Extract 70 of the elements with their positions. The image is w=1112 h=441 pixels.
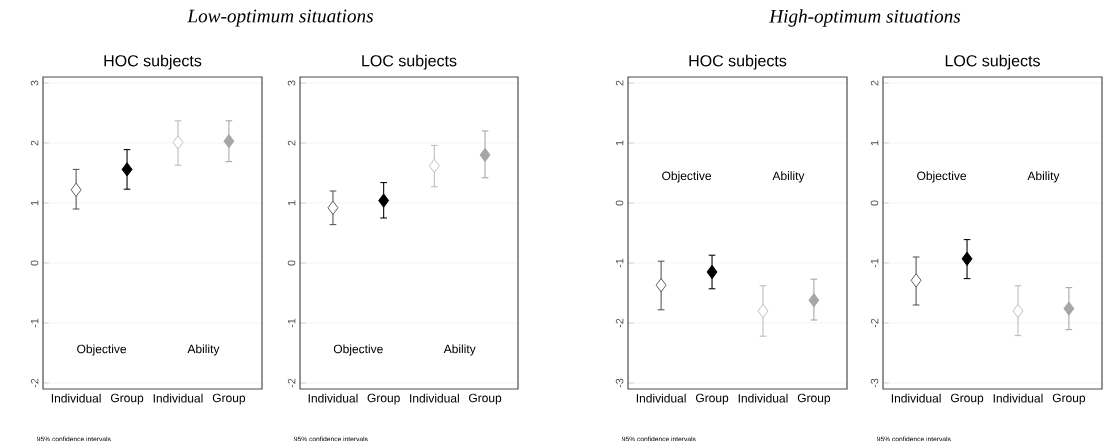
- y-tick-label: -1: [615, 258, 624, 268]
- annotation: Objective: [333, 344, 383, 356]
- point: [479, 147, 491, 163]
- y-tick-label: -2: [30, 378, 39, 388]
- annotation: Ability: [772, 171, 805, 183]
- chart-title: LOC subjects: [945, 54, 1040, 70]
- annotation: Ability: [187, 344, 220, 356]
- point: [428, 158, 440, 173]
- y-tick-label: -1: [30, 318, 39, 328]
- annotation: Ability: [443, 344, 476, 356]
- x-tick-label: Group: [797, 393, 831, 405]
- chart-subtitle: High-optimum situations: [769, 9, 961, 27]
- y-tick-label: -3: [870, 378, 879, 388]
- x-tick-label: Individual: [51, 393, 101, 403]
- x-tick-label: Group: [110, 393, 144, 405]
- x-tick-label: Individual: [410, 393, 459, 403]
- x-tick-label: Individual: [153, 393, 203, 403]
- y-tick-label: 0: [615, 200, 624, 206]
- annotation: Objective: [662, 171, 712, 183]
- y-tick-label: 1: [615, 140, 624, 146]
- y-tick-label: 3: [287, 80, 296, 86]
- point: [1012, 303, 1024, 319]
- point: [655, 278, 667, 293]
- y-tick-label: -2: [615, 318, 624, 328]
- point: [70, 182, 82, 197]
- y-tick-label: -2: [287, 378, 296, 388]
- y-tick-label: 1: [287, 200, 296, 206]
- x-tick-label: Group: [212, 393, 246, 405]
- point: [121, 162, 133, 177]
- point: [757, 303, 769, 319]
- point: [1063, 301, 1075, 316]
- y-tick-label: 2: [870, 80, 879, 86]
- point: [327, 200, 339, 215]
- point: [808, 293, 820, 308]
- y-tick-label: 3: [30, 80, 39, 86]
- x-tick-label: Group: [1052, 393, 1086, 405]
- x-tick-label: Individual: [738, 393, 788, 403]
- y-tick-label: 1: [30, 200, 39, 206]
- x-tick-label: Group: [468, 393, 502, 405]
- y-tick-label: -3: [615, 378, 624, 388]
- x-tick-label: Group: [950, 393, 984, 405]
- annotation: Objective: [77, 344, 127, 356]
- chart-title: LOC subjects: [362, 54, 457, 70]
- y-tick-label: 2: [615, 80, 624, 86]
- x-tick-label: Individual: [308, 393, 358, 403]
- y-tick-label: 0: [287, 260, 296, 266]
- point: [172, 135, 184, 150]
- chart-title: HOC subjects: [689, 54, 787, 70]
- annotation: Ability: [1027, 171, 1060, 183]
- y-tick-label: 1: [870, 140, 879, 146]
- x-tick-label: Individual: [993, 393, 1043, 403]
- y-tick-label: 2: [30, 140, 39, 146]
- annotation: Objective: [917, 171, 967, 183]
- point: [223, 134, 235, 149]
- x-tick-label: Group: [695, 393, 729, 405]
- point: [378, 193, 390, 208]
- point: [961, 251, 973, 266]
- y-tick-label: -1: [287, 318, 296, 328]
- chart-title: HOC subjects: [104, 54, 202, 70]
- chart-subtitle: Low-optimum situations: [187, 9, 374, 27]
- y-tick-label: 2: [287, 140, 296, 146]
- y-tick-label: -2: [870, 318, 879, 328]
- y-tick-label: -1: [870, 258, 879, 268]
- y-tick-label: 0: [30, 260, 39, 266]
- point: [706, 264, 718, 280]
- y-tick-label: 0: [870, 200, 879, 206]
- point: [910, 273, 922, 288]
- x-tick-label: Individual: [891, 393, 941, 403]
- x-tick-label: Group: [367, 393, 400, 405]
- x-tick-label: Individual: [636, 393, 686, 403]
